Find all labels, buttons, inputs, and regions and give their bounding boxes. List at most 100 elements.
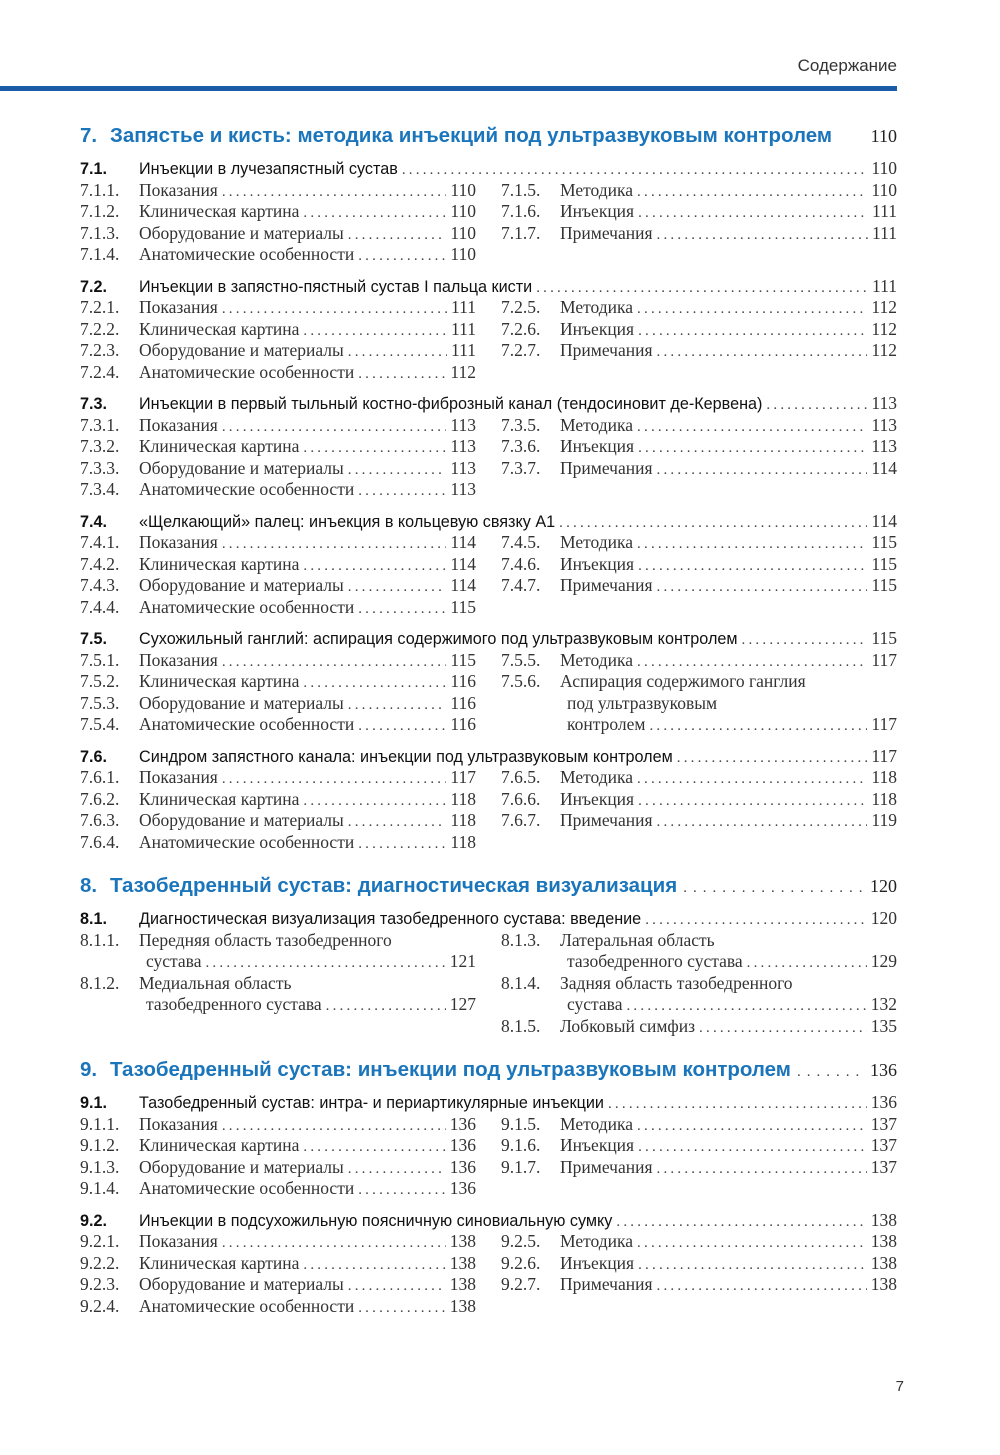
subsection-item[interactable]: 8.1.3. Латеральная область тазобедренного … [501,930,897,973]
subsection-item[interactable]: 7.6.3. Оборудование и материалы..........… [80,810,476,832]
subsection-item[interactable]: 7.5.3. Оборудование и материалы..........… [80,693,476,715]
section-heading[interactable]: 9.2. Инъекции в подсухожильную поясничную… [80,1210,897,1232]
section-heading[interactable]: 7.6. Синдром запястного канала: инъекции … [80,746,897,768]
chapter-heading[interactable]: 7. Запястье и кисть: методика инъекций по… [80,124,897,148]
subsection-item[interactable]: 7.6.5. Методика..........................… [501,767,897,789]
subsection-item[interactable]: 7.2.7. Примечания........................… [501,340,897,362]
item-title: Оборудование и материалы [139,457,344,478]
subsection-item[interactable]: 7.2.5. Методика..........................… [501,297,897,319]
subsection-item[interactable]: 7.2.6. Инъекция..........................… [501,319,897,341]
subsection-item[interactable]: 7.4.4. Анатомические особенности.........… [80,597,476,619]
subsection-item[interactable]: 9.1.7. Примечания........................… [501,1157,897,1179]
item-page: 137 [870,1135,897,1155]
subsection-item[interactable]: 7.6.4. Анатомические особенности.........… [80,832,476,854]
item-line: 8.1.3. Латеральная область [501,930,897,952]
subsection-item[interactable]: 7.5.1. Показания.........................… [80,650,476,672]
subsection-item[interactable]: 7.5.4. Анатомические особенности.........… [80,714,476,736]
subsection-item[interactable]: 7.5.6. Аспирация содержимого ганглия под у… [501,671,897,736]
section-heading[interactable]: 7.4. «Щелкающий» палец: инъекция в кольце… [80,511,897,533]
subsection-item[interactable]: 7.2.3. Оборудование и материалы..........… [80,340,476,362]
subsection-item[interactable]: 7.6.2. Клиническая картина...............… [80,789,476,811]
subsection-item[interactable]: 9.2.7. Примечания........................… [501,1274,897,1296]
subsection-item[interactable]: 7.6.7. Примечания........................… [501,810,897,832]
column-left: 7.3.1. Показания.........................… [80,415,476,501]
subsection-item[interactable]: 9.2.6. Инъекция..........................… [501,1253,897,1275]
subsection-item[interactable]: 7.5.2. Клиническая картина...............… [80,671,476,693]
subsection-item[interactable]: 7.4.5. Методика..........................… [501,532,897,554]
item-line: 7.4.5. Методика..........................… [501,532,897,554]
subsection-item[interactable]: 9.2.5. Методика..........................… [501,1231,897,1253]
item-line: 7.3.5. Методика..........................… [501,415,897,437]
subsection-item[interactable]: 7.6.6. Инъекция..........................… [501,789,897,811]
subsection-item[interactable]: 7.2.1. Показания.........................… [80,297,476,319]
subsection-item[interactable]: 9.1.2. Клиническая картина...............… [80,1135,476,1157]
subsection-item[interactable]: 7.1.7. Примечания........................… [501,223,897,245]
item-line: 7.5.4. Анатомические особенности.........… [80,714,476,736]
subsection-item[interactable]: 9.1.6. Инъекция..........................… [501,1135,897,1157]
subsection-item[interactable]: 7.3.2. Клиническая картина...............… [80,436,476,458]
item-title: Методика [560,767,634,787]
item-line: 7.6.3. Оборудование и материалы..........… [80,810,476,832]
subsection-item[interactable]: 7.4.7. Примечания........................… [501,575,897,597]
subsection-item[interactable]: 9.1.4. Анатомические особенности.........… [80,1178,476,1200]
subsection-item[interactable]: 7.3.4. Анатомические особенности.........… [80,479,476,501]
subsection-item[interactable]: 9.2.3. Оборудование и материалы..........… [80,1274,476,1296]
dot-leader: ........................................… [656,461,868,478]
subsection-item[interactable]: 9.2.2. Клиническая картина...............… [80,1253,476,1275]
subsection-item[interactable]: 7.1.3. Оборудование и материалы..........… [80,223,476,245]
section-heading[interactable]: 9.1. Тазобедренный сустав: интра- и периа… [80,1092,897,1114]
dot-leader: ........................................… [656,579,868,595]
subsection-item[interactable]: 7.1.1. Показания.........................… [80,180,476,202]
chapter-heading[interactable]: 8. Тазобедренный сустав: диагностическая … [80,874,897,898]
header-rule [0,86,897,91]
dot-leader: ........................................… [358,1182,446,1198]
subsection-item[interactable]: 8.1.2. Медиальная область тазобедренного с… [80,973,476,1016]
subsection-item[interactable]: 9.1.1. Показания.........................… [80,1114,476,1136]
subsection-item[interactable]: 7.3.3. Оборудование и материалы..........… [80,458,476,480]
subsection-item[interactable]: 7.1.6. Инъекция..........................… [501,201,897,223]
dot-leader: ........................................… [347,461,447,478]
chapter-heading[interactable]: 9. Тазобедренный сустав: инъекции под уль… [80,1058,897,1082]
item-page: 118 [871,767,897,787]
subsection-item[interactable]: 7.4.2. Клиническая картина...............… [80,554,476,576]
subsection-item[interactable]: 7.2.2. Клиническая картина...............… [80,319,476,341]
subsection-item[interactable]: 7.3.5. Методика..........................… [501,415,897,437]
subsection-item[interactable]: 7.5.5. Методика..........................… [501,650,897,672]
item-page: 113 [871,436,897,456]
subsection-item[interactable]: 7.3.7. Примечания........................… [501,458,897,480]
item-page: 114 [450,553,476,574]
item-line: 7.1.1. Показания.........................… [80,180,476,202]
subsection-item[interactable]: 7.4.3. Оборудование и материалы..........… [80,575,476,597]
subsection-item[interactable]: 7.3.6. Инъекция..........................… [501,436,897,458]
subsection-item[interactable]: 7.1.4. Анатомические особенности.........… [80,244,476,266]
item-page: 117 [450,767,476,787]
item-number: 7.2.1. [80,297,120,317]
item-line: 7.1.5. Методика..........................… [501,180,897,202]
section-heading[interactable]: 8.1. Диагностическая визуализация тазобед… [80,908,897,930]
subsection-item[interactable]: 7.2.4. Анатомические особенности.........… [80,362,476,384]
subsection-item[interactable]: 7.1.5. Методика..........................… [501,180,897,202]
section-heading[interactable]: 7.3. Инъекции в первый тыльный костно-фиб… [80,393,897,415]
dot-leader: ........................................… [358,718,446,734]
item-title: Анатомические особенности [139,1295,355,1316]
subsection-item[interactable]: 9.1.3. Оборудование и материалы..........… [80,1157,476,1179]
subsection-item[interactable]: 7.4.6. Инъекция..........................… [501,554,897,576]
section-heading[interactable]: 7.5. Сухожильный ганглий: аспирация содер… [80,628,897,650]
subsection-item[interactable]: 9.2.1. Показания.........................… [80,1231,476,1253]
item-line: 9.2.3. Оборудование и материалы..........… [80,1274,476,1296]
subsection-item[interactable]: 7.3.1. Показания.........................… [80,415,476,437]
subsection-item[interactable]: 8.1.5. Лобковый симфиз...................… [501,1016,897,1038]
subsection-item[interactable]: 7.4.1. Показания.........................… [80,532,476,554]
subsection-item[interactable]: 8.1.1. Передняя область тазобедренного сус… [80,930,476,973]
subsection-item[interactable]: 9.1.5. Методика..........................… [501,1114,897,1136]
dot-leader: ........................................… [303,1256,445,1273]
section-heading[interactable]: 7.1. Инъекции в лучезапястный сустав.....… [80,158,897,180]
subsection-item[interactable]: 7.1.2. Клиническая картина...............… [80,201,476,223]
subsection-item[interactable]: 9.2.4. Анатомические особенности.........… [80,1296,476,1318]
item-title: Примечания [560,575,653,595]
section-heading[interactable]: 7.2. Инъекции в запястно-пястный сустав I… [80,276,897,298]
column-right: 7.2.5. Методика..........................… [501,297,897,383]
subsection-item[interactable]: 8.1.4. Задняя область тазобедренного суста… [501,973,897,1016]
subsection-item[interactable]: 7.6.1. Показания.........................… [80,767,476,789]
section-page: 110 [871,158,897,178]
